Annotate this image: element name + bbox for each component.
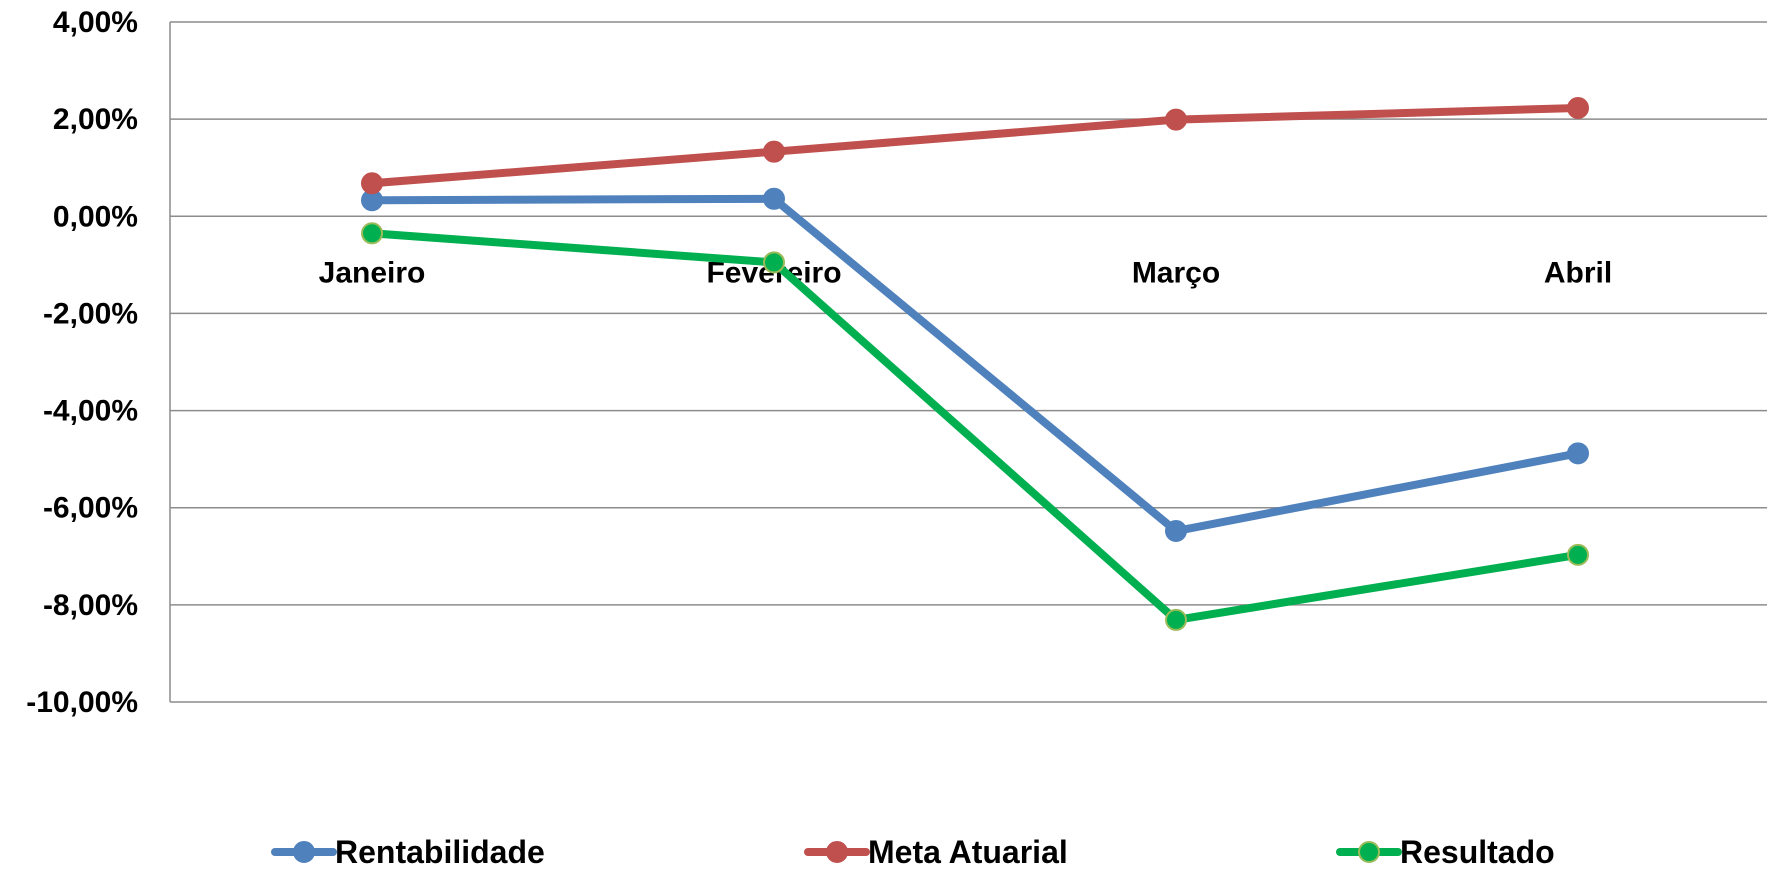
legend: Rentabilidade Meta Atuarial Resultado [271,834,1555,870]
legend-swatch-marker [826,841,848,863]
legend-item-0: Rentabilidade [271,834,545,870]
data-point [1567,96,1589,119]
grid-lines [170,21,1767,703]
y-tick-labels: 4,00% 2,00% 0,00% -2,00% -4,00% -6,00% -8,00% -… [26,6,138,719]
y-tick-label: 0,00% [53,200,138,233]
data-point [1165,608,1187,631]
legend-item-1: Meta Atuarial [804,834,1068,870]
data-point [361,222,383,245]
data-point [1165,108,1187,131]
legend-label: Rentabilidade [335,834,545,870]
series-line [368,229,1582,624]
series-2 [361,222,1589,631]
series-lines [361,96,1589,631]
y-tick-label: -6,00% [43,492,138,525]
legend-swatch-marker [1358,841,1380,863]
series-1 [361,96,1589,195]
x-tick-label: Março [1132,256,1220,289]
legend-item-2: Resultado [1336,834,1555,870]
data-point [763,251,785,274]
series-line [368,194,1582,536]
y-tick-label: -8,00% [43,589,138,622]
series-0 [361,187,1589,543]
x-tick-label: Abril [1544,256,1612,289]
y-tick-label: -4,00% [43,395,138,428]
data-point [763,187,785,210]
x-tick-labels: JaneiroFevereiroMarçoAbril [319,256,1613,289]
y-tick-label: -10,00% [26,686,138,719]
data-point [1567,543,1589,566]
data-point [361,172,383,195]
legend-label: Meta Atuarial [868,834,1068,870]
data-point [1567,442,1589,465]
y-tick-label: -2,00% [43,297,138,330]
legend-label: Resultado [1400,834,1555,870]
series-line [368,103,1582,188]
data-point [763,140,785,163]
data-point [1165,520,1187,543]
x-tick-label: Janeiro [319,256,426,289]
y-tick-label: 4,00% [53,6,138,39]
y-tick-label: 2,00% [53,103,138,136]
legend-swatch-marker [293,841,315,863]
